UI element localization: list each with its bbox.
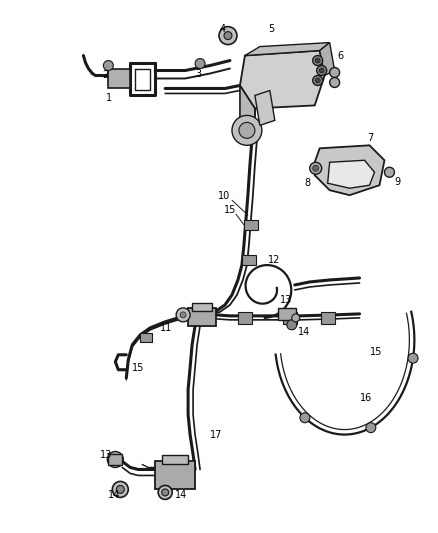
Circle shape — [176, 308, 190, 322]
Circle shape — [287, 320, 297, 330]
Text: 14: 14 — [298, 327, 310, 337]
Circle shape — [158, 486, 172, 499]
Bar — [188, 308, 216, 326]
Polygon shape — [240, 85, 255, 131]
Text: 17: 17 — [210, 430, 223, 440]
Circle shape — [313, 76, 323, 85]
Text: 6: 6 — [338, 51, 344, 61]
Circle shape — [224, 31, 232, 39]
Text: 7: 7 — [367, 133, 374, 143]
Bar — [108, 454, 122, 465]
Bar — [192, 303, 212, 311]
Circle shape — [385, 167, 395, 177]
Circle shape — [232, 116, 262, 146]
Circle shape — [162, 489, 169, 496]
Circle shape — [313, 55, 323, 66]
Circle shape — [330, 68, 339, 77]
Text: 4: 4 — [220, 23, 226, 34]
Circle shape — [315, 78, 320, 83]
Text: 10: 10 — [218, 191, 230, 201]
Bar — [140, 333, 152, 342]
Bar — [108, 69, 130, 88]
Text: 9: 9 — [395, 177, 401, 187]
Circle shape — [313, 165, 319, 171]
Circle shape — [315, 58, 320, 63]
Bar — [283, 312, 297, 324]
Circle shape — [300, 413, 310, 423]
Polygon shape — [328, 160, 374, 188]
Text: 2: 2 — [102, 70, 109, 80]
Bar — [242, 255, 256, 265]
Text: 14: 14 — [175, 490, 187, 500]
Circle shape — [317, 66, 327, 76]
Circle shape — [117, 486, 124, 494]
Bar — [244, 220, 258, 230]
Text: 12: 12 — [268, 255, 280, 265]
Circle shape — [408, 353, 418, 363]
Bar — [321, 312, 335, 324]
Text: 15: 15 — [132, 363, 145, 373]
Text: 11: 11 — [160, 323, 173, 333]
Text: 15: 15 — [224, 205, 237, 215]
Circle shape — [292, 314, 300, 322]
Text: 13: 13 — [100, 449, 113, 459]
Circle shape — [107, 451, 124, 467]
Circle shape — [180, 312, 186, 318]
Circle shape — [330, 77, 339, 87]
Text: 8: 8 — [305, 178, 311, 188]
Text: 1: 1 — [106, 93, 113, 103]
Text: 3: 3 — [195, 69, 201, 78]
Text: 13: 13 — [280, 295, 292, 305]
Bar — [155, 462, 195, 489]
Circle shape — [319, 68, 324, 73]
Polygon shape — [314, 146, 385, 195]
Circle shape — [239, 123, 255, 139]
Polygon shape — [240, 51, 325, 108]
Text: 16: 16 — [360, 393, 372, 402]
Text: 14: 14 — [108, 490, 120, 500]
Bar — [238, 312, 252, 324]
Polygon shape — [320, 43, 335, 76]
Polygon shape — [245, 43, 330, 55]
Circle shape — [310, 162, 321, 174]
Circle shape — [366, 423, 376, 433]
Text: 15: 15 — [370, 347, 382, 357]
Bar — [162, 455, 188, 464]
Polygon shape — [255, 91, 275, 125]
Circle shape — [195, 59, 205, 69]
Text: 5: 5 — [268, 23, 274, 34]
Circle shape — [112, 481, 128, 497]
Bar — [278, 308, 296, 320]
Circle shape — [219, 27, 237, 45]
Circle shape — [103, 61, 113, 70]
